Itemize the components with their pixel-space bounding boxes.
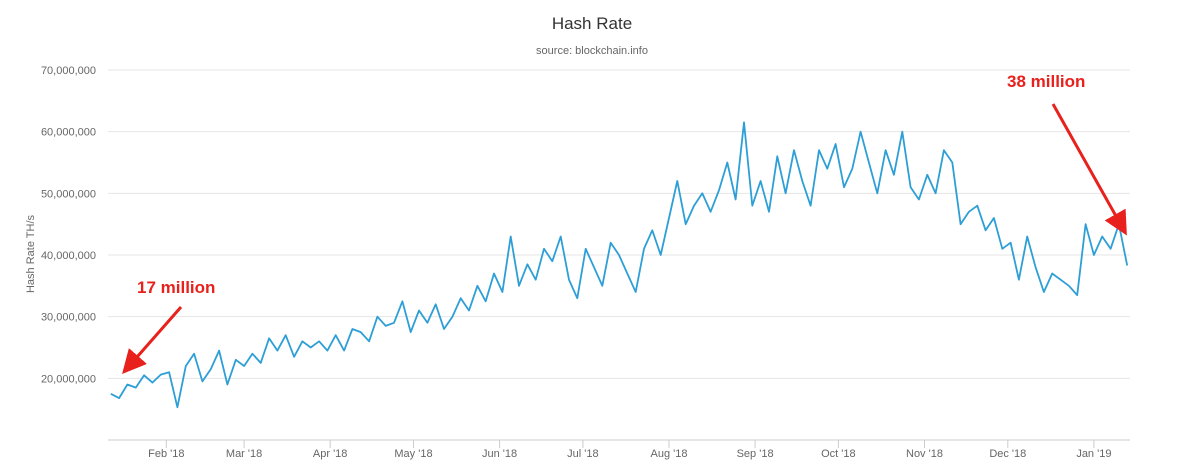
- y-axis-label: Hash Rate TH/s: [25, 214, 37, 293]
- y-tick-label: 30,000,000: [41, 312, 96, 324]
- x-tick-label: Oct '18: [821, 448, 856, 460]
- x-tick-label: Aug '18: [651, 448, 688, 460]
- x-tick-label: Jun '18: [482, 448, 517, 460]
- x-tick-label: Mar '18: [226, 448, 262, 460]
- y-axis-ticks: 20,000,000 30,000,000 40,000,000 50,000,000…: [41, 65, 96, 385]
- x-tick-label: Sep '18: [737, 448, 774, 460]
- annotation-arrow-right: [1051, 103, 1127, 236]
- grid-lines: [108, 69, 1130, 379]
- x-tick-label: May '18: [394, 448, 432, 460]
- y-tick-label: 40,000,000: [41, 250, 96, 262]
- chart-title: Hash Rate: [552, 14, 632, 33]
- series-layer: [110, 121, 1129, 409]
- chart-subtitle: source: blockchain.info: [536, 45, 648, 57]
- y-tick-label: 50,000,000: [41, 188, 96, 200]
- x-tick-label: Jul '18: [567, 448, 598, 460]
- y-tick-label: 70,000,000: [41, 65, 96, 77]
- x-axis-ticks: Feb '18 Mar '18 Apr '18 May '18 Jun '18 Jul '…: [148, 440, 1111, 460]
- y-tick-label: 60,000,000: [41, 127, 96, 139]
- x-tick-label: Feb '18: [148, 448, 184, 460]
- x-tick-label: Dec '18: [989, 448, 1026, 460]
- x-tick-label: Nov '18: [906, 448, 943, 460]
- x-tick-label: Jan '19: [1076, 448, 1111, 460]
- y-tick-label: 20,000,000: [41, 373, 96, 385]
- annotation-17-million: 17 million: [137, 278, 215, 297]
- x-tick-label: Apr '18: [313, 448, 348, 460]
- series-line-hash-rate: [110, 121, 1129, 409]
- annotation-38-million: 38 million: [1007, 72, 1085, 91]
- annotation-arrow-left: [122, 306, 183, 375]
